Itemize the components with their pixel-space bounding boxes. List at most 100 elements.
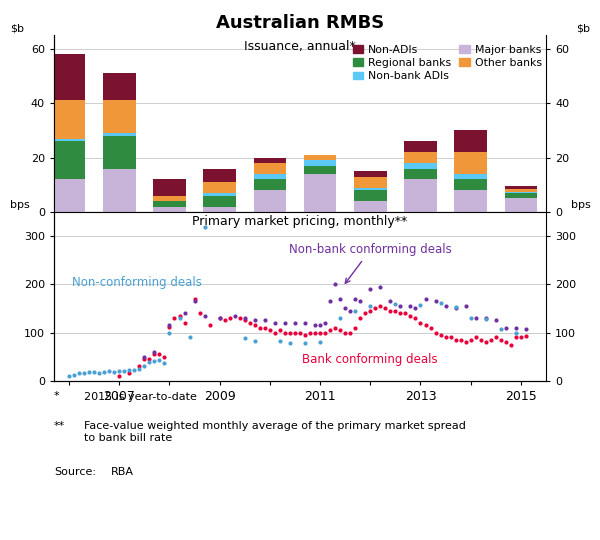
Point <box>109 368 119 376</box>
Point <box>446 333 455 342</box>
Point <box>250 321 260 329</box>
Bar <box>404 141 437 152</box>
Point <box>275 337 285 346</box>
Point <box>310 328 320 337</box>
Bar <box>103 168 136 212</box>
Bar <box>254 179 286 190</box>
Bar <box>354 177 386 187</box>
Text: Bank conforming deals: Bank conforming deals <box>302 353 438 366</box>
Point <box>160 352 169 361</box>
Point <box>145 355 154 363</box>
Point <box>250 337 260 346</box>
Point <box>300 319 310 327</box>
Point <box>501 323 511 332</box>
Point <box>346 307 355 315</box>
Point <box>164 328 174 337</box>
Point <box>395 309 405 318</box>
Point <box>280 319 290 327</box>
Point <box>340 304 350 313</box>
Bar <box>254 174 286 179</box>
Point <box>94 369 104 377</box>
Point <box>461 338 470 347</box>
Point <box>401 309 410 318</box>
Point <box>471 314 481 322</box>
Point <box>376 282 385 291</box>
Point <box>461 302 470 310</box>
Bar <box>454 179 487 190</box>
Point <box>164 321 174 329</box>
Point <box>331 280 340 289</box>
Text: Face-value weighted monthly average of the primary market spread
to bank bill ra: Face-value weighted monthly average of t… <box>84 421 466 443</box>
Point <box>119 367 129 375</box>
Bar <box>454 190 487 212</box>
Point <box>285 339 295 347</box>
Point <box>260 323 269 332</box>
Bar <box>304 160 337 166</box>
Point <box>335 326 345 334</box>
Bar <box>53 100 85 139</box>
Point <box>511 333 521 342</box>
Point <box>160 359 169 368</box>
Bar <box>203 196 236 207</box>
Point <box>406 312 415 320</box>
Bar <box>153 179 186 196</box>
Bar <box>254 190 286 212</box>
Point <box>200 312 209 320</box>
Point <box>386 307 395 315</box>
Point <box>315 338 325 347</box>
Point <box>335 314 345 322</box>
Point <box>371 304 380 313</box>
Bar <box>404 152 437 163</box>
Point <box>451 304 460 313</box>
Point <box>476 335 485 344</box>
Point <box>350 323 360 332</box>
Point <box>149 357 159 366</box>
Point <box>521 332 531 341</box>
Point <box>395 302 405 310</box>
Text: Source:: Source: <box>54 467 96 477</box>
Point <box>220 316 229 325</box>
Point <box>185 333 194 342</box>
Point <box>431 297 440 306</box>
Point <box>125 366 134 374</box>
Bar <box>404 179 437 212</box>
Point <box>491 316 500 325</box>
Point <box>335 294 345 303</box>
Point <box>421 294 430 303</box>
Point <box>320 319 330 327</box>
Bar <box>404 168 437 179</box>
Point <box>155 356 164 365</box>
Bar <box>304 155 337 160</box>
Point <box>115 372 124 380</box>
Text: Australian RMBS: Australian RMBS <box>216 14 384 31</box>
Point <box>451 303 460 312</box>
Bar <box>103 100 136 133</box>
Point <box>386 297 395 306</box>
Point <box>270 328 280 337</box>
Point <box>250 316 260 325</box>
Point <box>265 326 275 334</box>
Point <box>436 330 445 339</box>
Point <box>501 338 511 347</box>
Point <box>225 314 235 322</box>
Point <box>380 304 390 313</box>
Point <box>365 307 375 315</box>
Point <box>205 321 214 329</box>
Point <box>134 364 144 373</box>
Bar <box>354 187 386 190</box>
Point <box>175 314 184 322</box>
Bar <box>404 163 437 168</box>
Point <box>431 328 440 337</box>
Text: Issuance, annual*: Issuance, annual* <box>244 40 356 53</box>
Bar <box>454 174 487 179</box>
Point <box>355 297 365 306</box>
Point <box>69 370 79 379</box>
Point <box>190 297 199 306</box>
Bar <box>505 186 537 189</box>
Bar <box>505 193 537 199</box>
Bar <box>254 163 286 174</box>
Point <box>290 319 300 327</box>
Point <box>441 333 451 342</box>
Bar <box>53 139 85 141</box>
Point <box>391 307 400 315</box>
